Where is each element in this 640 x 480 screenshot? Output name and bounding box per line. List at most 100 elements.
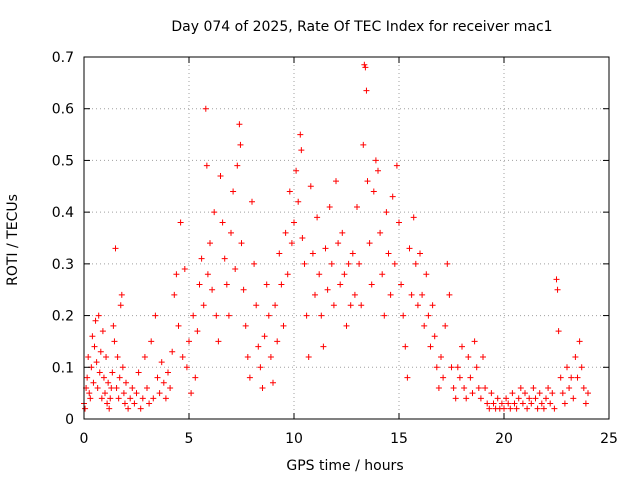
data-point [421,322,428,329]
data-point [314,214,321,221]
data-point [99,328,106,335]
data-point [152,312,159,319]
data-point [524,405,531,412]
data-point [505,400,512,407]
data-point [482,384,489,391]
data-point [459,343,465,350]
data-point [461,384,468,391]
data-point [146,400,153,407]
data-point [442,322,449,329]
data-point [475,384,482,391]
data-point [223,281,230,288]
data-point [477,395,484,402]
data-point [284,271,291,278]
data-point [158,359,165,366]
data-point [337,281,344,288]
plot-frame [83,56,610,420]
data-point [324,286,331,293]
data-point [165,369,171,376]
data-point [236,121,243,128]
data-point [123,379,129,386]
data-point [242,322,249,329]
data-point [203,162,210,169]
data-point [425,312,432,319]
data-point [107,395,114,402]
data-point [370,188,377,195]
data-point [117,302,124,309]
data-point [183,364,190,371]
data-point [561,400,568,407]
y-tick-label: 0.4 [52,205,74,221]
data-point [433,364,440,371]
data-point [259,384,266,391]
data-point [234,162,241,169]
data-point [301,260,308,267]
data-point [202,105,209,112]
data-point [265,312,272,319]
data-point [213,312,220,319]
data-point [100,374,107,381]
data-point [582,400,589,407]
data-point [488,390,495,397]
data-point [568,374,575,381]
data-point [105,379,112,386]
data-point [305,353,312,360]
data-point [87,395,94,402]
data-point [246,374,253,381]
data-point [251,260,258,267]
data-point [112,245,119,252]
data-point [217,172,224,179]
data-point [230,188,237,195]
data-point [221,255,228,262]
data-point [559,390,566,397]
data-point [186,338,192,345]
data-point [400,312,407,319]
data-point [135,369,142,376]
data-point [480,353,486,360]
data-point [219,219,226,226]
data-point [237,141,244,148]
data-point [137,405,144,412]
y-tick-label: 0.3 [52,257,74,273]
data-point [554,286,561,293]
data-point [225,312,232,319]
data-point [119,364,126,371]
data-point [89,333,96,340]
y-tick-label: 0.2 [52,309,74,325]
data-point [291,219,297,226]
data-point [553,276,560,283]
data-point [167,384,174,391]
data-point [263,281,270,288]
x-tick-label: 25 [600,431,618,447]
x-tick-label: 15 [390,431,408,447]
data-point [465,353,472,360]
data-point [503,395,510,402]
data-point [303,312,310,319]
data-point [121,400,128,407]
data-point [120,390,127,397]
data-point [440,374,447,381]
data-point [318,312,325,319]
data-point [545,384,552,391]
data-point [368,281,375,288]
data-point [494,395,501,402]
data-point [110,322,117,329]
data-point [196,281,203,288]
data-point [175,322,182,329]
data-point [427,343,434,350]
y-tick-label: 0.6 [52,102,74,118]
data-point [238,240,245,247]
data-point [551,405,558,412]
data-point [181,266,188,273]
data-point [532,395,539,402]
data-point [92,317,99,324]
data-point [417,250,423,257]
data-point [572,353,579,360]
data-point [240,286,247,293]
data-point [169,348,176,355]
data-point [450,384,457,391]
data-point [372,157,379,164]
data-point [282,229,289,236]
data-point [328,260,335,267]
data-point [85,353,92,360]
